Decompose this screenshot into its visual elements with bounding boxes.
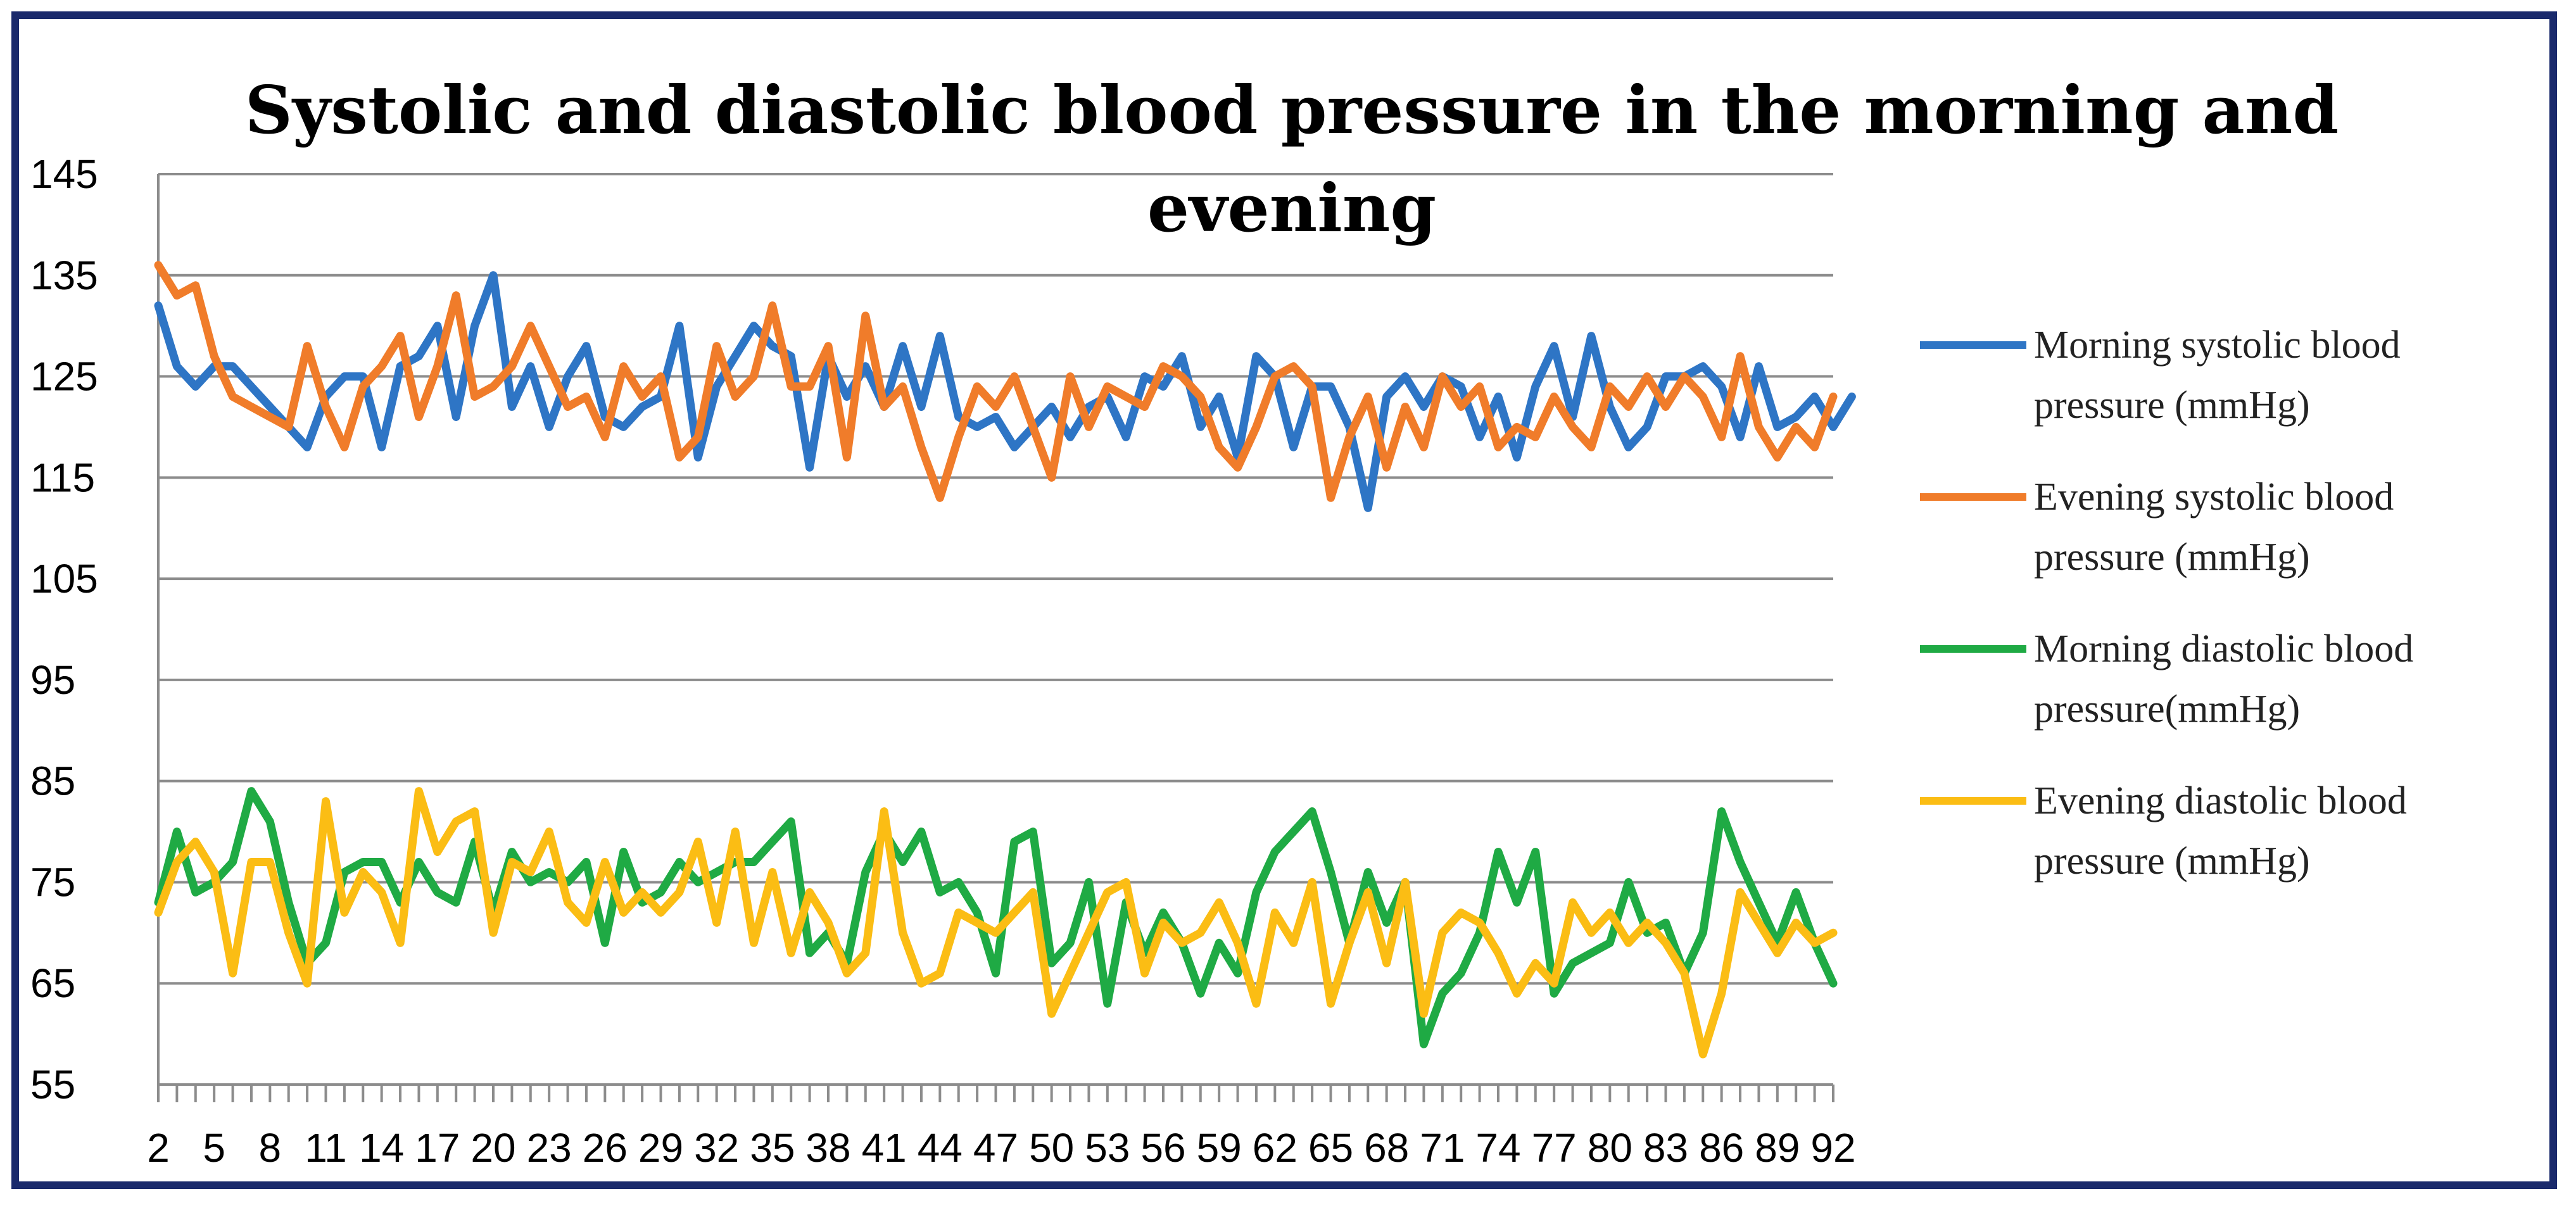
y-tick-label-95: 95: [30, 657, 75, 703]
chart-frame: [11, 11, 2557, 1189]
legend-label-evening-systolic-line-1: Evening systolic blood: [2034, 475, 2394, 519]
x-tick-label-50: 50: [1029, 1125, 1074, 1171]
y-tick-label-145: 145: [30, 151, 98, 197]
legend-label-morning-diastolic-line-1: Morning diastolic blood: [2034, 627, 2413, 670]
x-tick-label-89: 89: [1755, 1125, 1800, 1171]
chart-title: Systolic and diastolic blood pressure in…: [245, 71, 2339, 247]
x-tick-label-56: 56: [1140, 1125, 1185, 1171]
x-tick-label-47: 47: [973, 1125, 1018, 1171]
x-tick-label-92: 92: [1810, 1125, 1855, 1171]
axes: 55 65 75 85 95 105 115 125 135 145 2 5 8 11 14 17 20 23 26…: [30, 151, 1856, 1171]
y-tick-label-105: 105: [30, 556, 98, 601]
x-tick-label-44: 44: [918, 1125, 963, 1171]
x-tick-label-80: 80: [1588, 1125, 1632, 1171]
y-tick-label-65: 65: [30, 960, 75, 1006]
x-tick-label-14: 14: [359, 1125, 404, 1171]
x-tick-label-86: 86: [1699, 1125, 1744, 1171]
x-tick-label-23: 23: [527, 1125, 572, 1171]
x-tick-label-41: 41: [862, 1125, 907, 1171]
y-tick-label-85: 85: [30, 758, 75, 804]
x-tick-label-26: 26: [583, 1125, 628, 1171]
y-tick-label-115: 115: [30, 455, 95, 500]
series-line-2: [154, 787, 1838, 1048]
x-tick-label-71: 71: [1420, 1125, 1465, 1171]
legend-item-morning-systolic: Morning systolic blood pressure (mmHg): [1920, 324, 2401, 427]
x-tick-label-53: 53: [1085, 1125, 1130, 1171]
legend-item-morning-diastolic: Morning diastolic blood pressure(mmHg): [1920, 627, 2413, 731]
x-tick-label-65: 65: [1308, 1125, 1353, 1171]
legend-item-evening-systolic: Evening systolic blood pressure (mmHg): [1920, 475, 2394, 579]
x-tick-label-2: 2: [147, 1125, 170, 1171]
x-tick-label-38: 38: [805, 1125, 850, 1171]
y-tick-label-75: 75: [30, 859, 75, 905]
x-tick-label-8: 8: [259, 1125, 282, 1171]
chart-title-line-1: Systolic and diastolic blood pressure in…: [245, 71, 2339, 149]
x-tick-label-83: 83: [1643, 1125, 1688, 1171]
x-tick-label-59: 59: [1197, 1125, 1242, 1171]
chart-title-line-2: evening: [1147, 169, 1436, 247]
legend-label-evening-diastolic-line-2: pressure (mmHg): [2034, 840, 2310, 883]
y-tick-label-125: 125: [30, 354, 98, 400]
x-tick-label-29: 29: [638, 1125, 683, 1171]
x-tick-label-17: 17: [415, 1125, 460, 1171]
y-tick-label-55: 55: [30, 1062, 75, 1107]
series-line-1: [154, 261, 1838, 502]
x-tick-label-77: 77: [1532, 1125, 1577, 1171]
legend: Morning systolic blood pressure (mmHg) E…: [1920, 324, 2413, 883]
legend-label-evening-diastolic-line-1: Evening diastolic blood: [2034, 779, 2407, 822]
x-tick-label-20: 20: [470, 1125, 515, 1171]
x-tick-label-32: 32: [694, 1125, 739, 1171]
y-tick-label-135: 135: [30, 253, 98, 298]
legend-label-evening-systolic-line-2: pressure (mmHg): [2034, 536, 2310, 579]
series-lines: [154, 261, 1856, 1059]
series-line-3: [154, 787, 1838, 1059]
legend-label-morning-systolic-line-1: Morning systolic blood: [2034, 324, 2401, 367]
x-tick-label-5: 5: [203, 1125, 225, 1171]
x-tick-label-68: 68: [1364, 1125, 1409, 1171]
legend-item-evening-diastolic: Evening diastolic blood pressure (mmHg): [1920, 779, 2407, 883]
legend-label-morning-diastolic-line-2: pressure(mmHg): [2034, 688, 2300, 731]
x-tick-label-74: 74: [1475, 1125, 1520, 1171]
x-tick-label-11: 11: [305, 1125, 346, 1171]
legend-label-morning-systolic-line-2: pressure (mmHg): [2034, 384, 2310, 427]
x-tick-label-35: 35: [750, 1125, 795, 1171]
gridlines: [158, 173, 1833, 985]
x-tick-label-62: 62: [1253, 1125, 1297, 1171]
